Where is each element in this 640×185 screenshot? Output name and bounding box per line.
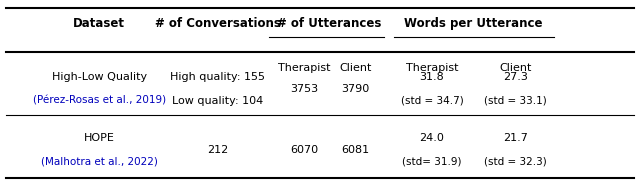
Text: 24.0: 24.0 <box>420 133 444 143</box>
Text: # of Conversations: # of Conversations <box>155 17 280 30</box>
Text: (Pérez-Rosas et al., 2019): (Pérez-Rosas et al., 2019) <box>33 96 166 106</box>
Text: (std = 33.1): (std = 33.1) <box>484 96 547 106</box>
Text: HOPE: HOPE <box>84 133 115 143</box>
Text: 21.7: 21.7 <box>503 133 527 143</box>
Text: (Malhotra et al., 2022): (Malhotra et al., 2022) <box>41 157 157 167</box>
Text: 6070: 6070 <box>290 145 318 155</box>
Text: Therapist: Therapist <box>278 63 330 73</box>
Text: 212: 212 <box>207 145 228 155</box>
Text: Client: Client <box>499 63 531 73</box>
Text: 3790: 3790 <box>341 84 369 94</box>
Text: (std = 32.3): (std = 32.3) <box>484 157 547 167</box>
Text: (std= 31.9): (std= 31.9) <box>403 157 461 167</box>
Text: 31.8: 31.8 <box>420 72 444 82</box>
Text: Therapist: Therapist <box>406 63 458 73</box>
Text: # of Utterances: # of Utterances <box>277 17 382 30</box>
Text: High quality: 155: High quality: 155 <box>170 72 265 82</box>
Text: 3753: 3753 <box>290 84 318 94</box>
Text: (std = 34.7): (std = 34.7) <box>401 96 463 106</box>
Text: Low quality: 104: Low quality: 104 <box>172 96 263 106</box>
Text: 6081: 6081 <box>341 145 369 155</box>
Text: Client: Client <box>339 63 371 73</box>
Text: 27.3: 27.3 <box>503 72 527 82</box>
Text: High-Low Quality: High-Low Quality <box>52 72 147 82</box>
Text: Words per Utterance: Words per Utterance <box>404 17 543 30</box>
Text: Dataset: Dataset <box>73 17 125 30</box>
